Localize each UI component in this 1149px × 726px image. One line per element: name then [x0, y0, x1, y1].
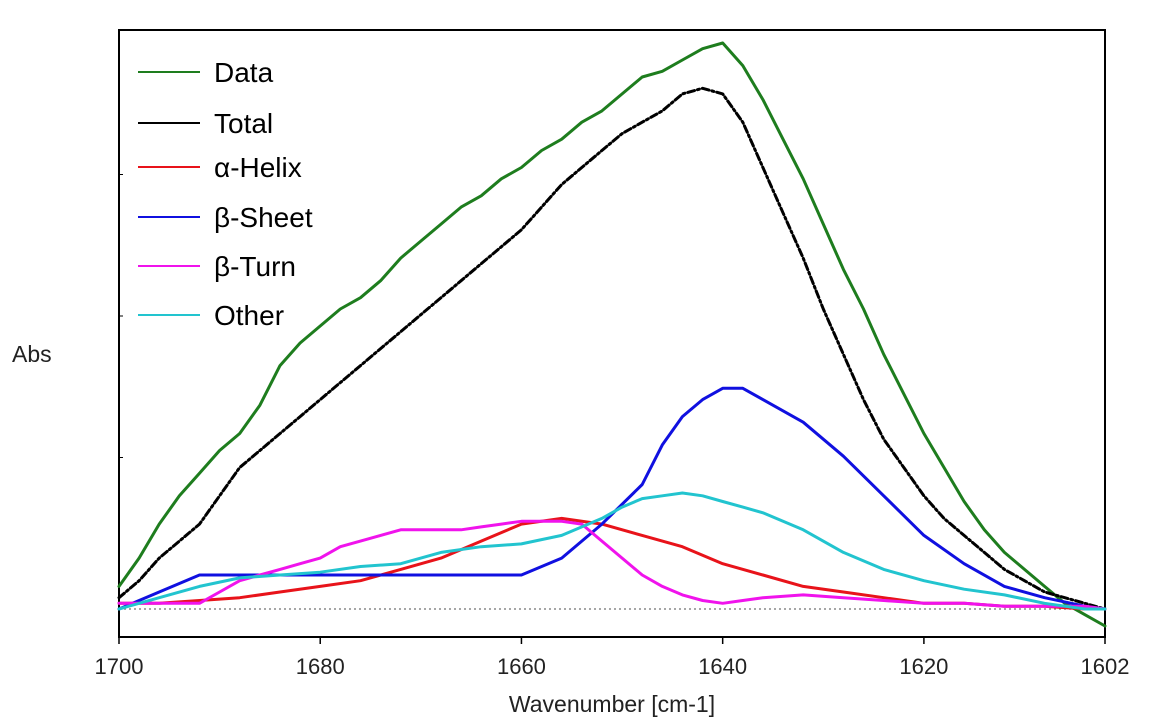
plot-frame [118, 29, 1106, 638]
x-tick-label: 1680 [296, 654, 345, 679]
x-axis-title: Wavenumber [cm-1] [509, 691, 715, 717]
series-line-turn [117, 519, 1107, 611]
series-line-total [117, 86, 1107, 611]
x-tick-label: 1620 [899, 654, 948, 679]
x-tick-label: 1660 [497, 654, 546, 679]
series-group [117, 41, 1107, 628]
x-axis-ticks: 1700 1680 1660 1640 1620 1602 [95, 637, 1130, 679]
legend-label-helix: α-Helix [214, 152, 302, 183]
x-tick-label: 1602 [1081, 654, 1130, 679]
legend-label-total: Total [214, 108, 273, 139]
legend-label-other: Other [214, 300, 284, 331]
legend-label-data: Data [214, 57, 274, 88]
series-line-other [117, 491, 1107, 611]
legend-label-turn: β-Turn [214, 251, 296, 282]
y-axis-ticks [119, 174, 123, 458]
y-axis-title: Abs [12, 341, 52, 367]
legend-label-sheet: β-Sheet [214, 202, 313, 233]
legend: Data Total α-Helix β-Sheet β-Turn Other [138, 57, 313, 331]
x-tick-label: 1640 [698, 654, 747, 679]
x-tick-label: 1700 [95, 654, 144, 679]
series-line-data [117, 41, 1107, 628]
series-line-sheet [117, 386, 1107, 611]
